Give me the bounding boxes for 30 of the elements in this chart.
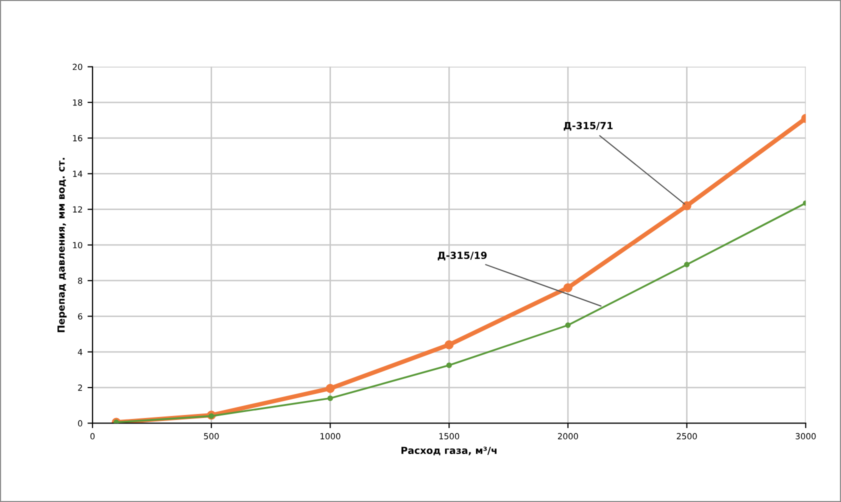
- x-tick-label: 3000: [796, 433, 816, 440]
- y-tick-label: 14: [73, 170, 82, 177]
- x-tick-label: 2500: [676, 433, 697, 440]
- annotation: Д-315/71: [564, 122, 613, 131]
- point: [682, 201, 692, 210]
- y-tick-label: 4: [78, 348, 82, 356]
- point: [326, 384, 335, 393]
- point: [565, 322, 571, 328]
- x-tick-label: 2000: [558, 433, 578, 440]
- y-tick-label: 0: [78, 420, 82, 426]
- x-axis-title: Расход газа, м³/ч: [401, 446, 496, 456]
- y-tick-label: 18: [73, 99, 82, 106]
- x-tick-label: 0: [90, 433, 95, 440]
- y-tick-label: 10: [73, 242, 82, 248]
- y-tick-label: 16: [73, 135, 82, 142]
- y-tick-label: 20: [72, 64, 82, 70]
- y-axis-title: Перепад давления, мм вод. ст.: [58, 158, 67, 332]
- x-tick-label: 1000: [320, 433, 340, 440]
- x-tick-label: 1500: [439, 433, 460, 440]
- point: [684, 262, 690, 268]
- y-tick-label: 6: [78, 313, 82, 320]
- y-tick-label: 8: [78, 278, 82, 284]
- y-tick-label: 2: [78, 384, 82, 391]
- point: [563, 283, 572, 292]
- annotation: Д-315/19: [438, 252, 487, 260]
- point: [444, 340, 454, 350]
- point: [327, 395, 334, 402]
- x-tick-label: 500: [204, 433, 219, 440]
- point: [446, 362, 452, 368]
- y-tick-label: 12: [73, 206, 82, 212]
